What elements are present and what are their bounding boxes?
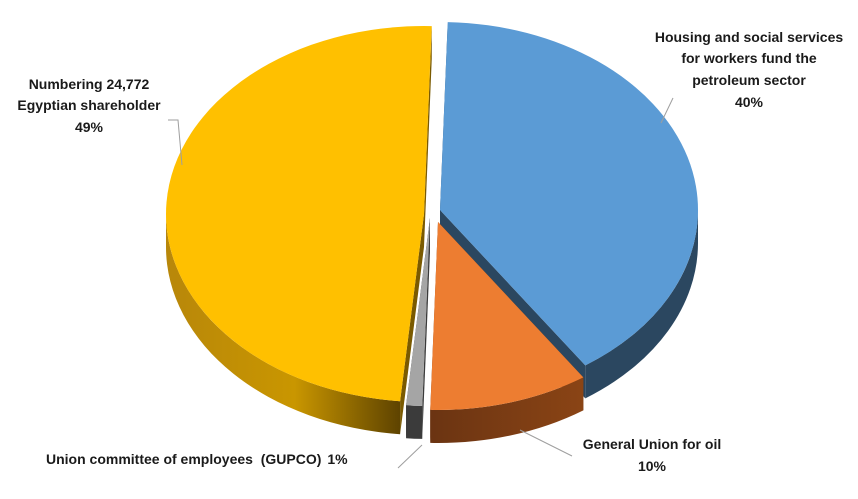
shareholder-slice: [166, 26, 432, 402]
housing-side: [585, 210, 698, 399]
leader-line-shareholder: [168, 119, 183, 166]
housing-slice: [440, 22, 698, 366]
slice-label-housing-line-2: for workers fund the: [681, 50, 817, 66]
general-union-side: [430, 377, 584, 443]
leader-line-general-union: [519, 429, 573, 457]
union-committee-side: [406, 405, 423, 439]
leader-line-union-committee: [397, 444, 423, 469]
slice-value-housing: 40%: [735, 94, 764, 110]
slice-value-general-union: 10%: [638, 458, 667, 474]
shareholder-side: [166, 214, 401, 435]
slice-label-housing-line-1: Housing and social services: [655, 29, 844, 45]
shareholder-cut-face-2: [424, 26, 432, 247]
slice-value-shareholder: 49%: [75, 119, 104, 135]
slice-label-housing-line-3: petroleum sector: [692, 72, 806, 88]
pie-slices: [166, 22, 698, 443]
general-union-slice: [430, 222, 584, 410]
slice-value-union-committee: 1%: [327, 451, 348, 467]
shareholder-cut-face-1: [400, 214, 424, 435]
slice-label-shareholder-line-2: Egyptian shareholder: [17, 97, 161, 113]
union-committee-slice: [406, 218, 430, 406]
slice-label-shareholder-line-1: Numbering 24,772: [29, 76, 150, 92]
union-committee-cut-face-1: [422, 218, 430, 439]
slice-label-general-union: General Union for oil: [583, 436, 721, 452]
slice-label-union-committee: Union committee of employees (GUPCO) 1%: [46, 451, 348, 467]
leader-line-housing: [660, 97, 674, 124]
slice-label-union-committee-name: Union committee of employees (GUPCO): [46, 451, 321, 467]
